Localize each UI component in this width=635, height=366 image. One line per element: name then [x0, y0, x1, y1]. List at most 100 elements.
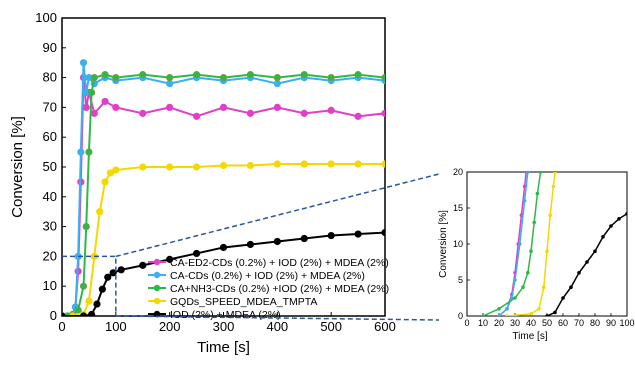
series-point-5 [354, 230, 362, 238]
legend-swatch-marker-4 [153, 297, 161, 305]
series-point-5 [93, 300, 101, 308]
inset-series-point-5 [617, 217, 621, 221]
series-point-3 [85, 148, 93, 156]
legend-swatch-marker-5 [153, 310, 161, 318]
legend-entry-3: CA+NH3-CDs (0.2%) +IOD (2%) + MDEA (2%) [170, 283, 389, 295]
legend-swatch-marker-2 [153, 271, 161, 279]
series-point-4 [96, 208, 104, 216]
inset-series-point-2 [518, 242, 522, 246]
series-point-4 [106, 169, 115, 177]
main-x-tick-label: 300 [213, 319, 235, 334]
series-point-4 [101, 178, 109, 186]
zoom-connector-lines [62, 173, 440, 321]
series-point-1 [166, 103, 174, 112]
inset-series-point-3 [521, 285, 525, 290]
series-point-5 [246, 240, 255, 249]
main-y-tick-label: 30 [43, 219, 57, 234]
inset-x-tick-label: 40 [526, 318, 536, 328]
series-point-1 [219, 103, 228, 112]
inset-series-point-5 [585, 260, 589, 264]
series-point-2 [273, 79, 281, 88]
series-point-1 [300, 109, 308, 117]
inset-x-tick-label: 10 [478, 318, 488, 328]
inset-series-point-4 [553, 172, 557, 174]
main-y-tick-label: 10 [43, 278, 57, 293]
inset-x-tick-label: 100 [619, 318, 634, 328]
series-point-3 [246, 71, 255, 79]
series-point-4 [192, 163, 201, 171]
main-y-tick-label: 90 [43, 40, 57, 55]
main-y-tick-label: 40 [43, 189, 57, 204]
inset-y-tick-label: 5 [458, 275, 463, 285]
inset-x-tick-label: 50 [542, 318, 552, 328]
main-x-tick-label: 200 [159, 319, 181, 334]
inset-y-tick-label: 20 [453, 167, 463, 177]
inset-series-point-5 [577, 271, 581, 275]
series-point-1 [139, 109, 147, 117]
series-point-3 [273, 74, 281, 82]
series-point-2 [77, 148, 85, 156]
inset-series-point-5 [553, 310, 557, 315]
inset-series-point-3 [526, 271, 530, 275]
inset-series-point-4 [505, 314, 509, 316]
inset-series-point-5 [609, 224, 613, 228]
series-point-5 [109, 269, 117, 277]
series-point-3 [139, 71, 147, 79]
series-point-3 [74, 306, 82, 314]
inset-x-tick-label: 60 [558, 318, 568, 328]
series-point-1 [354, 112, 362, 120]
inset-x-tick-label: 70 [574, 318, 584, 328]
inset-series-point-5 [625, 211, 627, 216]
inset-series-line-5 [546, 213, 627, 316]
legend-entry-5: IOD (2%) + MDEA (2%) [170, 309, 281, 321]
inset-series-point-2 [522, 199, 527, 203]
inset-x-tick-label: 80 [590, 318, 600, 328]
series-point-5 [104, 273, 112, 281]
series-point-4 [246, 161, 255, 170]
inset-series-point-3 [513, 296, 517, 300]
series-point-1 [192, 112, 201, 120]
series-point-1 [381, 109, 385, 117]
series-point-5 [192, 249, 201, 258]
inset-series-point-4 [551, 184, 556, 189]
inset-y-tick-label: 10 [453, 239, 463, 249]
series-point-3 [112, 74, 120, 82]
series-point-5 [98, 285, 106, 293]
series-point-4 [166, 163, 174, 171]
inset-series-point-3 [497, 307, 501, 311]
main-x-tick-label: 600 [374, 319, 396, 334]
main-y-tick-label: 100 [35, 10, 57, 25]
main-y-axis-title: Conversion [%] [9, 116, 26, 218]
series-point-5 [381, 228, 385, 237]
series-point-2 [166, 79, 174, 88]
legend-entry-2: CA-CDs (0.2%) + IOD (2%) + MDEA (2%) [170, 270, 365, 282]
main-x-axis-title: Time [s] [197, 339, 250, 356]
series-point-4 [300, 160, 308, 168]
inset-series-point-3 [535, 191, 540, 196]
series-point-4 [381, 160, 385, 168]
series-point-1 [112, 103, 120, 112]
inset-series-point-3 [532, 220, 536, 225]
series-point-1 [246, 109, 255, 117]
series-point-4 [327, 160, 335, 168]
series-point-3 [300, 71, 308, 79]
inset-chart: 0 5 10 15 20 0 10 20 30 40 50 60 70 80 90 100 Time [s] Co… [438, 167, 635, 342]
series-point-4 [273, 160, 281, 168]
inset-y-tick-label: 0 [458, 311, 463, 321]
series-point-3 [327, 74, 335, 82]
series-point-5 [300, 234, 308, 243]
series-point-1 [90, 109, 98, 117]
series-point-4 [219, 161, 228, 170]
main-x-tick-label: 100 [105, 319, 127, 334]
series-point-4 [139, 163, 147, 171]
legend-swatch-marker-1 [153, 258, 161, 266]
inset-series-point-4 [537, 307, 541, 311]
main-y-tick-label: 50 [43, 159, 57, 174]
inset-x-tick-label: 30 [510, 318, 520, 328]
series-point-4 [354, 160, 362, 168]
series-point-5 [273, 237, 281, 246]
inset-series-point-5 [545, 314, 549, 316]
main-y-tick-label: 20 [43, 248, 57, 263]
legend-entry-4: GQDs_SPEED_MDEA_TMPTA [170, 296, 317, 308]
inset-series-point-3 [529, 249, 533, 253]
